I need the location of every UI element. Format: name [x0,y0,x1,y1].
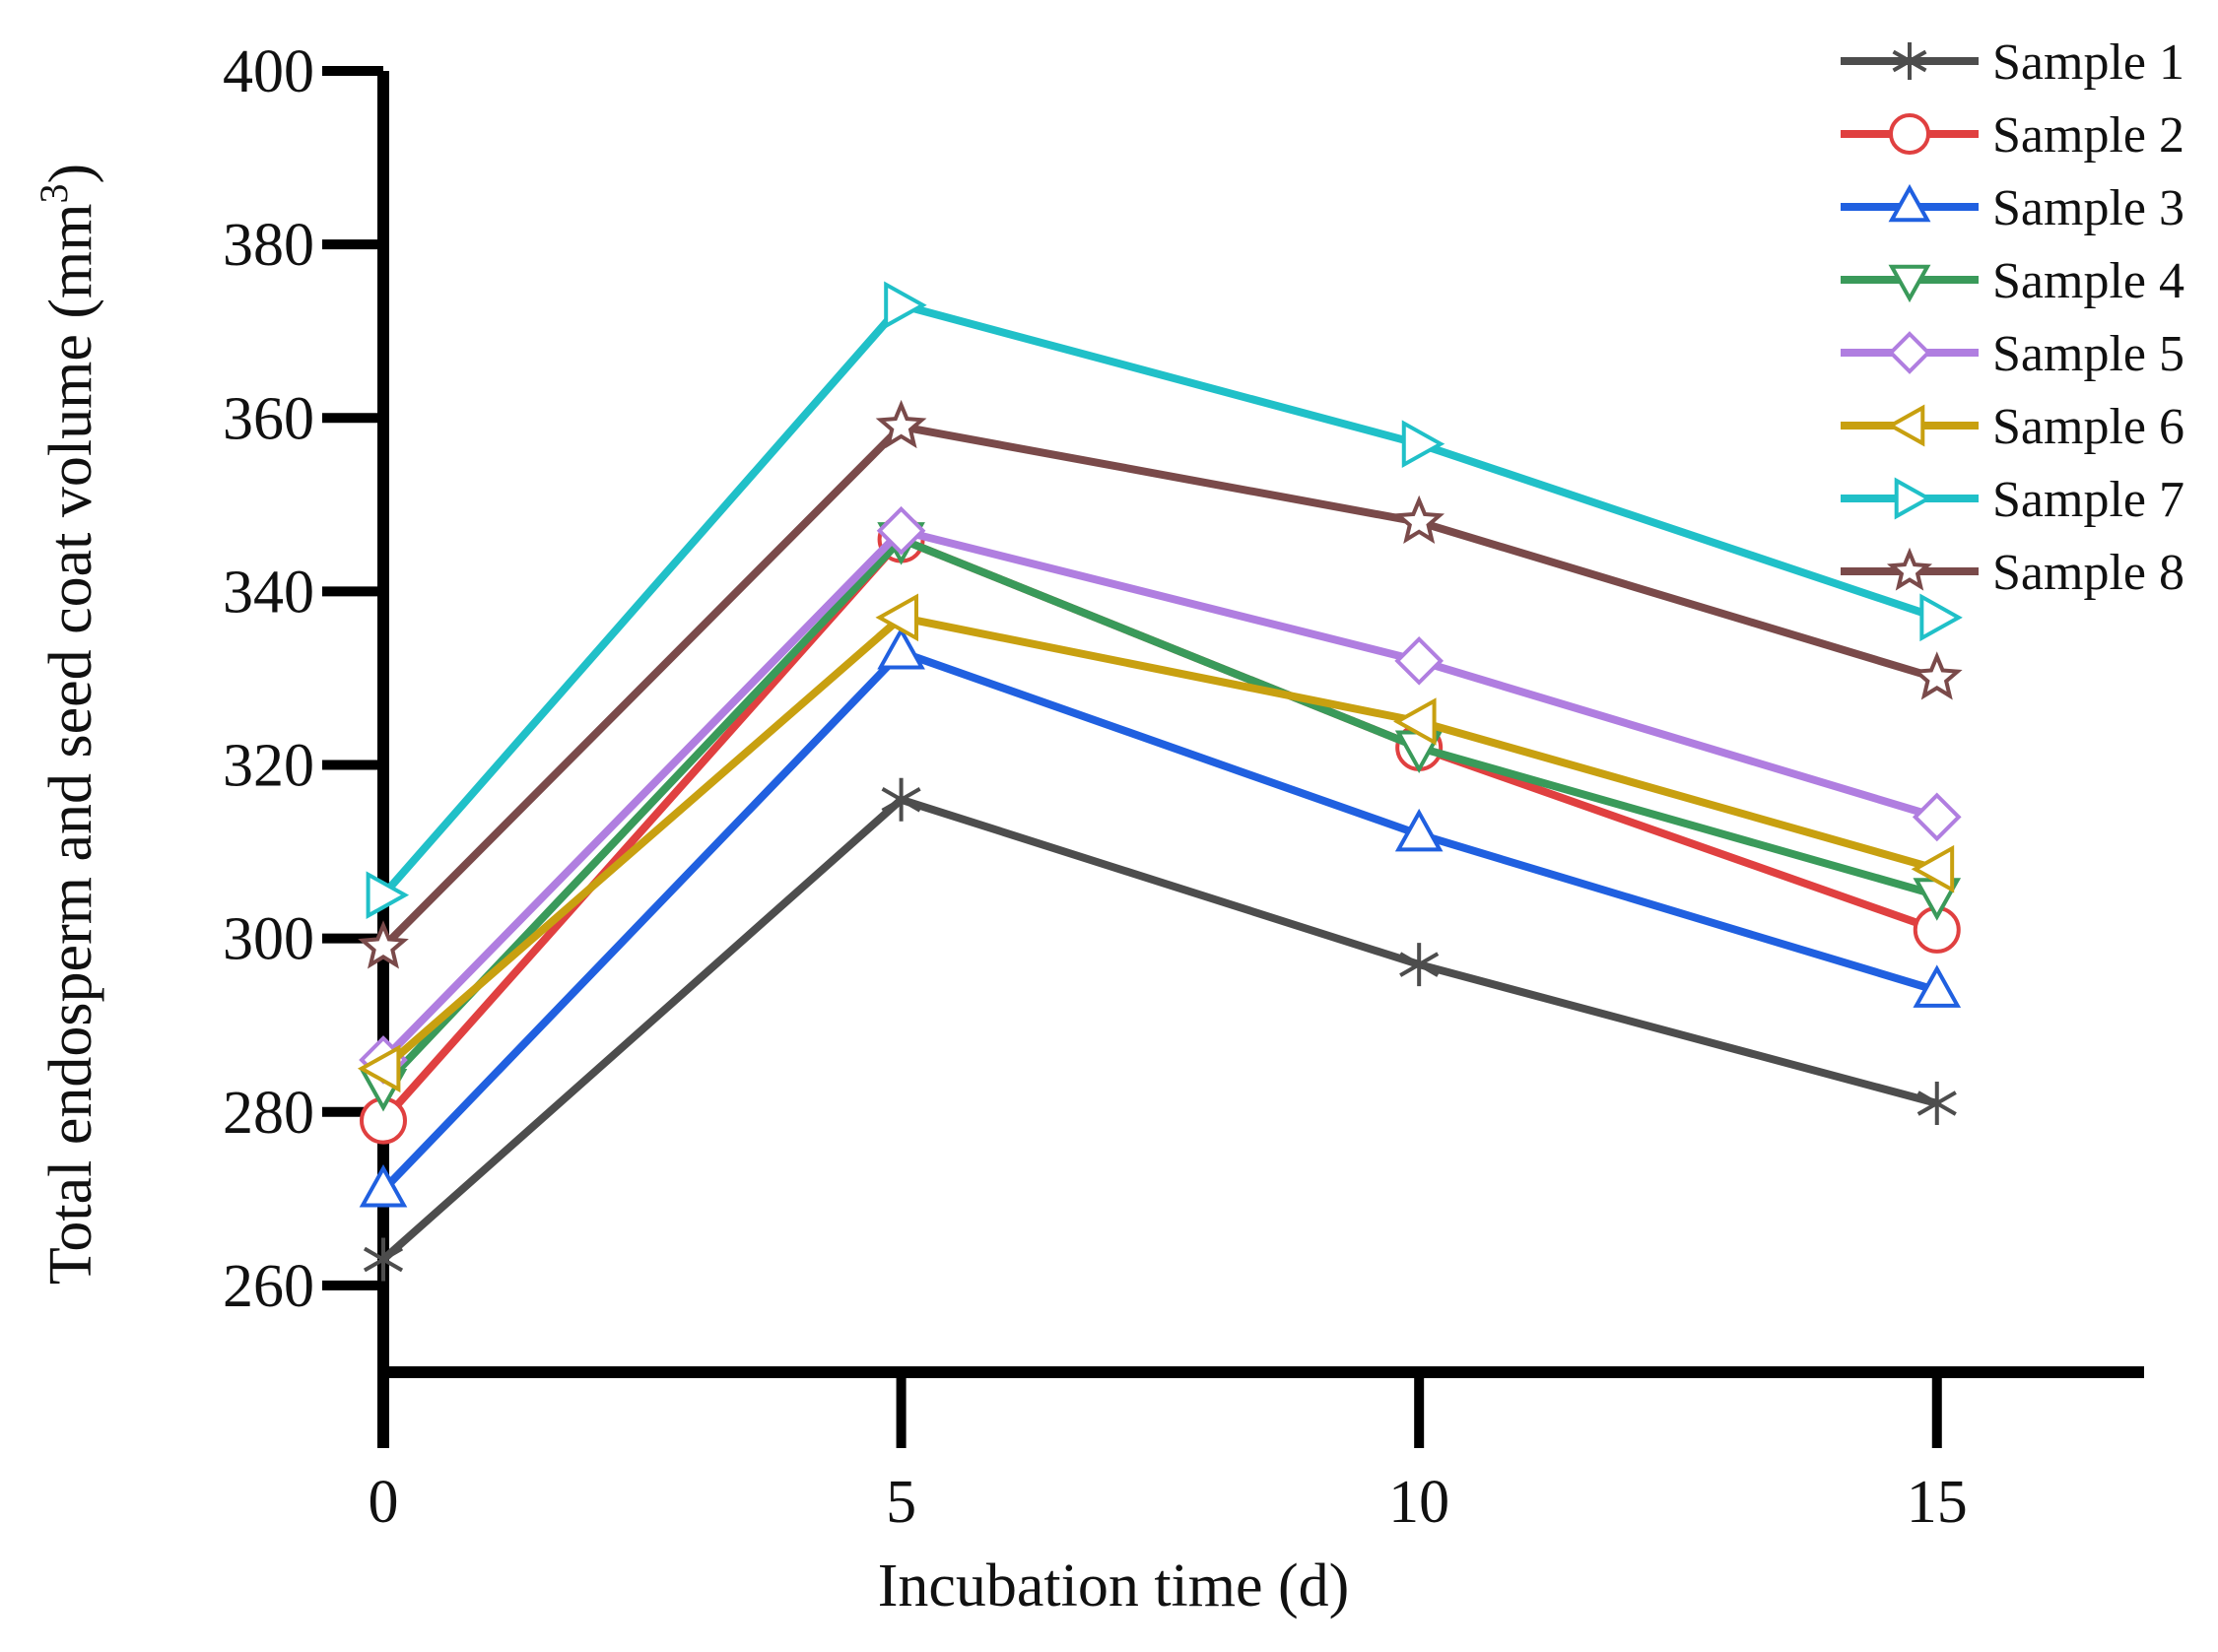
legend-item: Sample 1 [1841,34,2184,91]
y-tick-label: 340 [223,559,314,626]
legend-label: Sample 5 [1992,326,2184,382]
x-tick-label: 15 [1907,1469,1968,1536]
marker-stroke [363,1246,404,1273]
x-tick-label: 10 [1388,1469,1449,1536]
legend-label: Sample 6 [1992,399,2184,455]
marker-stroke [1916,1090,1957,1116]
marker-triangle-up [1888,183,1931,223]
series-line [380,534,1938,1090]
marker-triangle-left [357,1044,401,1093]
series-5 [359,505,1962,1085]
marker-star [1886,547,1933,591]
x-axis-title: Incubation time (d) [878,1553,1350,1619]
marker-star [358,920,409,969]
y-tick-label: 300 [223,906,314,973]
legend-label: Sample 7 [1992,472,2184,528]
y-axis-title: Total endosperm and seed coat volume (mm… [32,164,104,1285]
marker-stroke [881,787,921,813]
marker-stroke [1399,952,1440,977]
marker-triangle-up [359,1163,408,1208]
marker-triangle-down [1888,264,1931,303]
y-tick-label: 320 [223,733,314,800]
marker-asterisk [1399,943,1440,987]
series-line [380,647,1938,1193]
legend-item: Sample 2 [1841,107,2184,164]
marker-triangle-left [1393,697,1437,746]
marker-triangle-right [1919,593,1963,642]
legend-label: Sample 2 [1992,107,2184,164]
legend-label: Sample 8 [1992,545,2184,601]
marker-triangle-up [1394,808,1444,852]
y-axis-title-superscript: 3 [32,184,76,204]
series-line [380,613,1938,1072]
marker-star [1911,651,1963,700]
legend-item: Sample 5 [1841,326,2184,382]
legend-item: Sample 8 [1841,545,2184,601]
legend-item: Sample 3 [1841,180,2184,236]
legend-item: Sample 6 [1841,399,2184,455]
marker-triangle-left [1886,404,1925,447]
marker-star [1393,495,1445,544]
marker-diamond [1912,792,1962,842]
marker-asterisk [1916,1081,1957,1125]
x-tick-label: 0 [369,1469,399,1536]
y-axis-title-close: ) [37,164,104,184]
marker-triangle-right [884,281,927,330]
series-3 [359,626,1962,1208]
marker-triangle-up [877,626,925,670]
marker-circle [1889,113,1930,155]
legend-label: Sample 1 [1992,34,2184,91]
y-tick-label: 260 [223,1253,314,1320]
marker-stroke [1892,49,1927,73]
axes [377,71,2144,1448]
y-axis-title-main: Total endosperm and seed coat volume (mm [37,204,104,1286]
series-1 [363,777,1957,1282]
marker-diamond [1888,331,1931,374]
series-line [380,526,1938,1063]
y-tick-label: 400 [223,38,314,105]
marker-triangle-right [1401,420,1445,468]
series-line [380,422,1938,951]
y-tick-label: 380 [223,212,314,279]
y-tick-label: 360 [223,385,314,452]
marker-asterisk [1892,42,1927,80]
series [357,281,1963,1282]
marker-triangle-up [1913,964,1962,1008]
series-line [380,795,1938,1263]
marker-asterisk [881,777,921,822]
marker-asterisk [363,1237,404,1282]
legend-label: Sample 3 [1992,180,2184,236]
legend-item: Sample 4 [1841,253,2184,309]
legend-item: Sample 7 [1841,472,2184,528]
marker-triangle-left [1911,844,1955,893]
marker-triangle-left [875,593,918,642]
marker-diamond [876,505,926,556]
series-line [379,300,1939,898]
y-tick-label: 280 [223,1080,314,1147]
series-6 [357,593,1955,1093]
marker-star [875,399,927,449]
legend: Sample 1 Sample 2 Sample 3 Sample 4 Sample 5… [1841,34,2184,601]
x-tick-label: 5 [886,1469,916,1536]
legend-label: Sample 4 [1992,253,2184,309]
ticks: 260 280 300 320 340 360 380 400 0 5 10 15 [223,38,1968,1536]
marker-triangle-right [1894,477,1933,520]
marker-triangle-right [366,871,410,919]
marker-diamond [1394,636,1445,686]
series-8 [358,399,1963,969]
series-7 [366,281,1963,919]
